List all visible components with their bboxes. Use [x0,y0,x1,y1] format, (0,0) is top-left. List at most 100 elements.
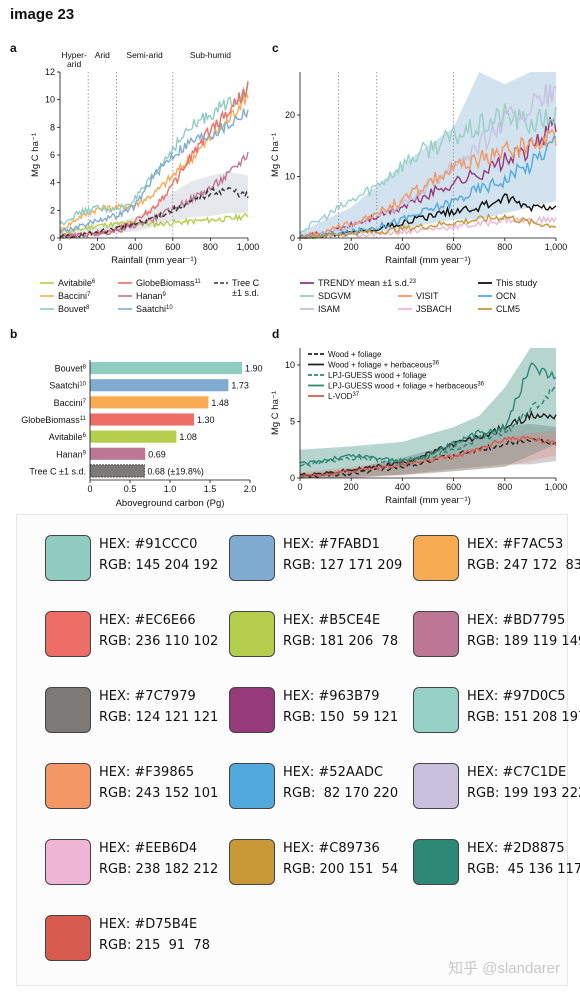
panel-b-value-label: 1.08 [179,432,197,442]
superscript: 23 [409,279,416,285]
panel-a-uncertainty-band [60,171,248,237]
panel-b-bar [90,413,194,426]
color-swatch: HEX: #7C7979 RGB: 124 121 121 [29,681,218,741]
panel-c-series-line [299,135,557,239]
panel-a-x-axis-label: Rainfall (mm year⁻¹) [111,255,197,266]
panel-d-series-line [299,386,557,468]
panel-b-x-axis-label: Aboveground carbon (Pg) [116,498,225,509]
panel-b-bar [90,379,229,392]
panel-b-value-label: 1.73 [231,381,249,391]
panel-a-legend-label: GlobeBiomass11 [136,278,201,288]
rgb-label: RGB: 236 110 102 [99,634,219,649]
hex-label: HEX: #D75B4E [99,917,198,932]
panel-c-x-tick-label: 1,000 [545,242,568,252]
superscript: 7 [83,399,87,405]
panel-d-legend-label: LPJ-GUESS wood + foliage + herbaceous36 [328,382,485,391]
superscript: 9 [163,292,167,298]
color-chip [45,839,91,885]
panel-c-series-line [299,214,557,239]
color-chip [45,763,91,809]
hex-label: HEX: #52AADC [283,765,384,780]
rgb-label: RGB: 243 152 101 [99,786,219,801]
color-chip [413,839,459,885]
superscript: 10 [166,305,173,311]
hex-label: HEX: #F7AC53 [467,537,564,552]
panel-b-x-tick-label: 1.0 [164,484,177,494]
panel-d-x-tick-label: 600 [446,482,461,492]
color-swatch: HEX: #BD7795 RGB: 189 119 149 [397,605,580,665]
color-swatch: HEX: #D75B4E RGB: 215 91 78 [29,909,210,969]
rgb-label: RGB: 151 208 197 [467,710,580,725]
rgb-label: RGB: 124 121 121 [99,710,219,725]
hex-label: HEX: #B5CE4E [283,613,381,628]
panel-a-legend-label: Saatchi10 [136,304,173,314]
color-swatch: HEX: #52AADC RGB: 82 170 220 [213,757,398,817]
superscript: 8 [83,365,87,371]
panel-d-series-line [299,410,557,477]
panel-a-x-tick-label: 200 [90,242,105,252]
panel-c-legend: TRENDY mean ±1 s.d.23 This study SDGVM VISI… [300,278,538,314]
panel-a-zone-label: Semi-arid [126,50,163,60]
panel-a-y-tick-label: 2 [50,205,55,215]
superscript: 8 [86,305,90,311]
panel-b-bar [90,396,209,409]
panel-b-bars: Bouvet8 1.90 Saatchi10 1.73 Baccini7 1.48 Glob… [21,360,263,509]
panel-c-legend-label: VISIT [416,291,439,301]
hex-label: HEX: #F39865 [99,765,195,780]
rgb-label: RGB: 45 136 117 [467,862,580,877]
panel-a-legend-label: Hanan9 [136,291,167,301]
color-chip [413,535,459,581]
panel-d-axes: 0 200 400 600 800 1,000 0 5 10 Rainfall (mm year⁻… [270,348,567,506]
panel-d-legend-label: Wood + foliage + herbaceous36 [328,361,440,370]
panel-b-x-tick-label: 2.0 [244,484,257,494]
page-title: image 23 [10,6,75,23]
color-chip [45,687,91,733]
panel-c-y-tick-label: 10 [285,172,295,182]
superscript: 10 [79,382,86,388]
panel-d-series-line [299,437,557,479]
panel-a-series-line [59,212,249,236]
panel-c-series-line [299,213,557,240]
panel-a-x-tick-label: 600 [165,242,180,252]
panel-c-x-tick-label: 600 [446,242,461,252]
panel-c-legend-label: CLM5 [496,304,520,314]
panel-b-value-label: 1.90 [245,364,263,374]
color-chip [229,763,275,809]
panel-a-label: a [10,41,17,55]
color-palette: HEX: #91CCC0 RGB: 145 204 192 HEX: #7FABD1… [16,514,580,986]
color-swatch: HEX: #F39865 RGB: 243 152 101 [29,757,218,817]
rgb-label: RGB: 189 119 149 [467,634,580,649]
panel-c-x-tick-label: 200 [344,242,359,252]
color-swatch: HEX: #C89736 RGB: 200 151 54 [213,833,398,893]
panel-a-x-tick-label: 0 [57,242,62,252]
color-swatch: HEX: #B5CE4E RGB: 181 206 78 [213,605,398,665]
hex-label: HEX: #BD7795 [467,613,566,628]
panel-b-bar [90,430,177,443]
hex-label: HEX: #963B79 [283,689,380,704]
panel-b-bar [90,362,242,375]
panel-c-x-axis-label: Rainfall (mm year⁻¹) [385,255,471,266]
panel-a-x-tick-label: 800 [203,242,218,252]
superscript: 11 [80,416,87,422]
panel-c-x-tick-label: 0 [297,242,302,252]
superscript: 6 [92,279,96,285]
panel-a-legend-label: Tree C [232,278,260,288]
color-chip [229,535,275,581]
superscript: 11 [195,279,202,285]
panel-b-category-label: Tree C ±1 s.d. [29,466,86,476]
panel-d-x-tick-label: 800 [497,482,512,492]
panel-d-series-line [299,435,557,478]
hex-label: HEX: #EC6E66 [99,613,196,628]
panel-d-x-tick-label: 0 [297,482,302,492]
panel-b-bar [89,464,145,478]
rgb-label: RGB: 215 91 78 [99,938,210,953]
superscript: 6 [83,433,87,439]
panel-a-legend-label: Avitabile6 [58,278,96,288]
panel-c-y-axis-label: Mg C ha⁻¹ [270,133,281,177]
panel-d-uncertainty-band [300,348,556,478]
panel-a-x-tick-label: 400 [128,242,143,252]
panel-d-legend: Wood + foliage Wood + foliage + herbaceou… [308,350,485,401]
rgb-label: RGB: 181 206 78 [283,634,399,649]
panel-b-category-label: GlobeBiomass11 [21,415,86,425]
panel-b-category-label: Bouvet8 [55,364,87,374]
